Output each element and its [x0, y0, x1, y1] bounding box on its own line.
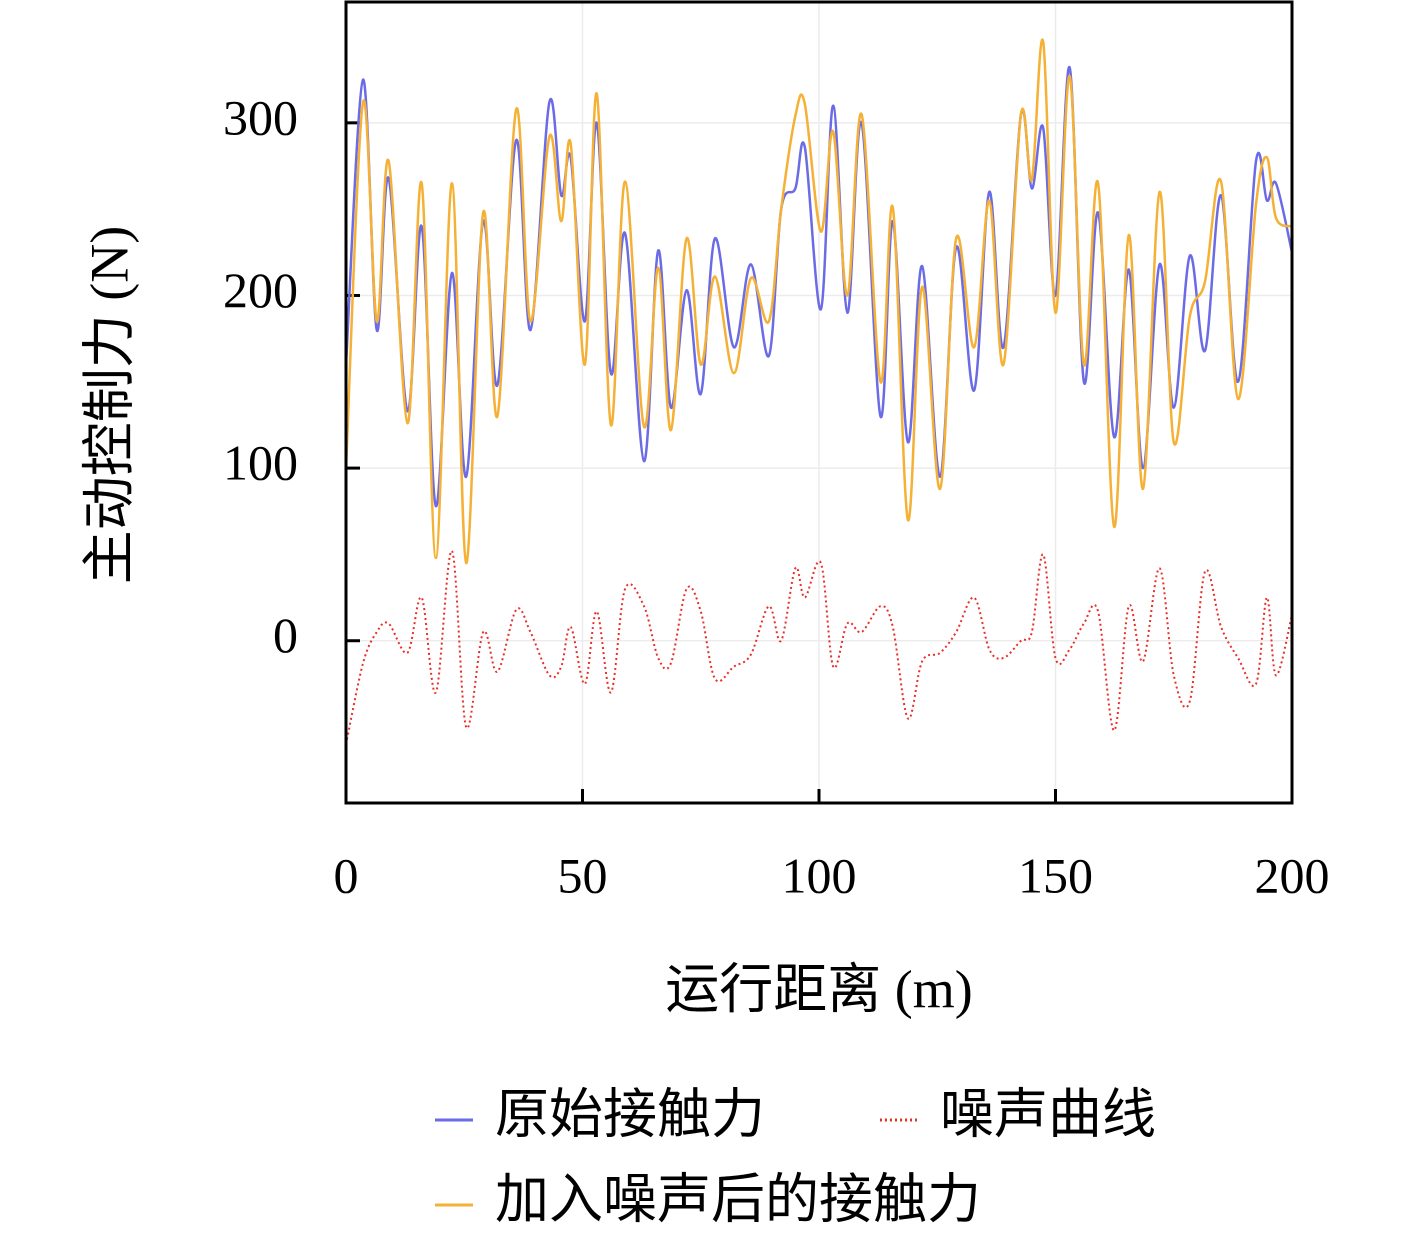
series-line	[345, 549, 1293, 745]
y-tick-label: 300	[223, 89, 298, 145]
x-tick-label: 50	[558, 847, 608, 903]
legend-label: 加入噪声后的接触力	[495, 1169, 981, 1229]
legend-label: 原始接触力	[495, 1084, 765, 1144]
y-axis-label: 主动控制力 (N)	[79, 226, 139, 584]
y-tick-label: 0	[273, 607, 298, 663]
legend-label: 噪声曲线	[940, 1084, 1156, 1144]
y-tick-label: 100	[223, 435, 298, 491]
x-tick-label: 100	[782, 847, 857, 903]
x-tick-label: 0	[334, 847, 359, 903]
x-tick-label: 150	[1018, 847, 1093, 903]
y-tick-label: 200	[223, 262, 298, 318]
plot-frame	[344, 0, 1294, 805]
series-line	[344, 38, 1293, 565]
x-axis-label: 运行距离 (m)	[665, 959, 972, 1019]
x-tick-label: 200	[1255, 847, 1330, 903]
